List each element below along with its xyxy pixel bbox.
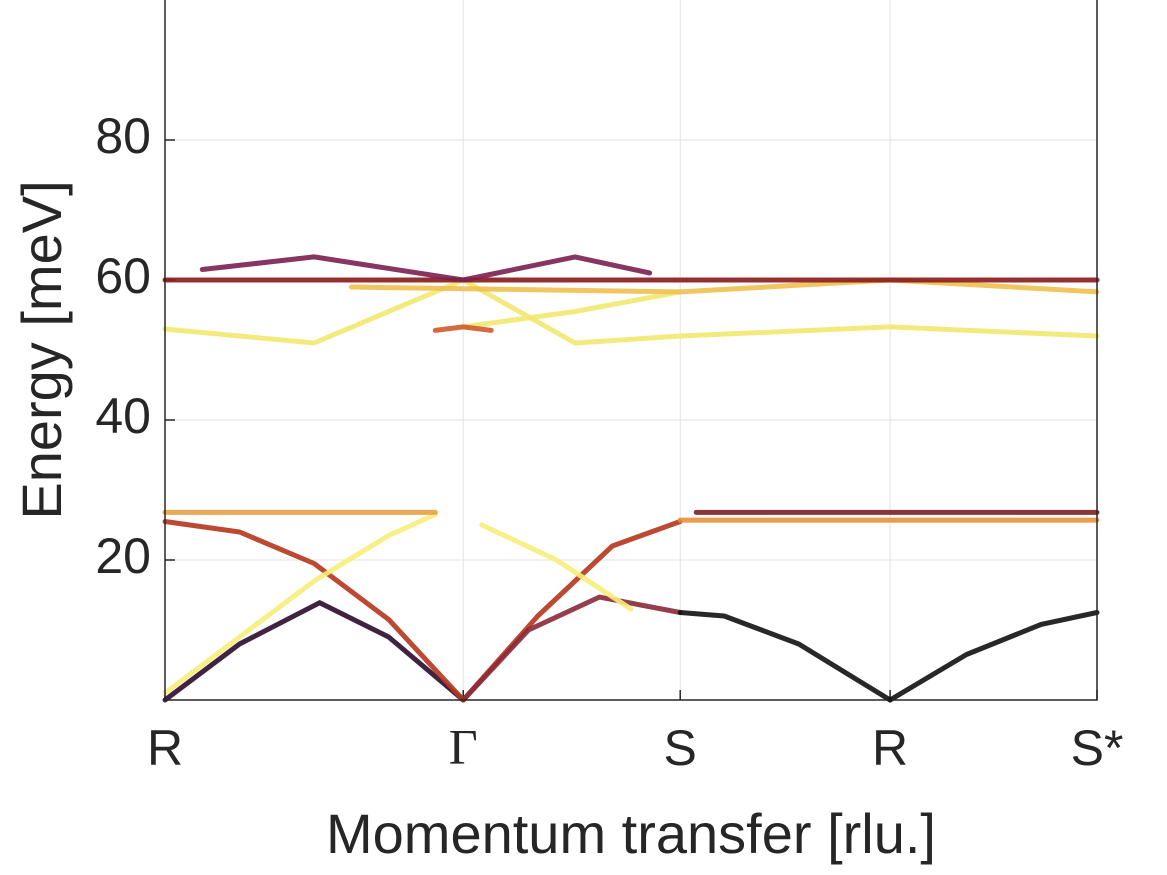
y-axis-label: Energy [meV] [10,180,73,519]
x-tick-label: R [147,720,183,776]
band-line [199,254,466,283]
x-tick-label: Γ [449,718,478,774]
x-tick-label: S* [1071,720,1124,776]
x-axis-label: Momentum transfer [rlu.] [326,802,936,865]
y-tick-label: 60 [95,248,151,304]
band-line [162,519,466,703]
band-line [432,324,494,333]
band-line [460,254,653,283]
band-line [479,522,634,612]
y-tick-label: 80 [95,108,151,164]
x-tick-label: S [664,720,697,776]
band-line [677,610,893,703]
band-line [162,600,466,703]
axis-frame [164,0,1098,701]
band-line [162,512,438,696]
x-tick-label: R [872,720,908,776]
band-line [460,594,683,703]
band-line [162,277,466,346]
y-tick-label: 40 [95,388,151,444]
band-line [460,277,1100,346]
band-line [348,277,1100,295]
y-tick-label: 20 [95,528,151,584]
band-line [460,289,683,330]
band-line [887,610,1100,703]
